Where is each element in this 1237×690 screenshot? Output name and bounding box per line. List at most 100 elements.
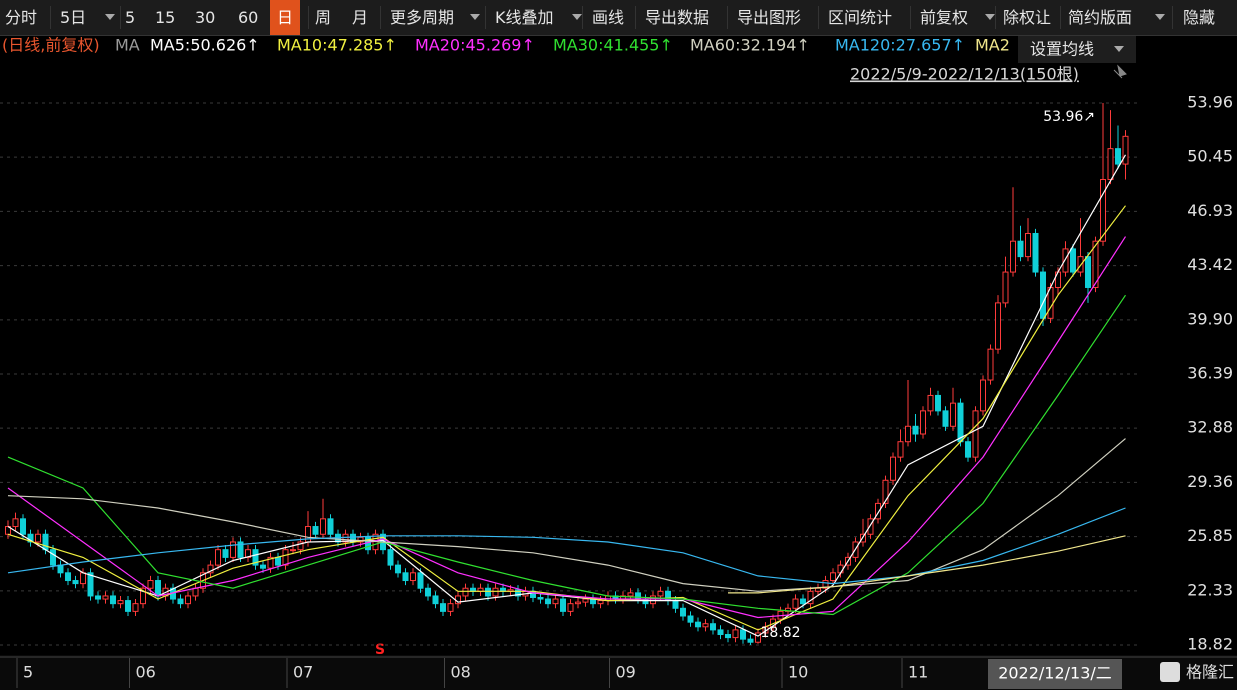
x-tick-label: 11 xyxy=(908,663,928,682)
candle-body xyxy=(980,379,986,412)
ma-line xyxy=(7,236,1127,619)
candle-body xyxy=(642,598,649,605)
candle-body xyxy=(447,603,454,612)
dropdown-arrow[interactable] xyxy=(572,14,582,20)
candle-body xyxy=(275,556,281,566)
toolbar-item[interactable]: K线叠加 xyxy=(495,8,554,27)
legend-entry: MA60:32.194↑ xyxy=(690,36,810,55)
toolbar-item[interactable]: 30 xyxy=(195,8,216,27)
candle-body xyxy=(935,394,941,412)
candle-body xyxy=(725,634,731,639)
legend-entry: MA2 xyxy=(975,36,1010,55)
candle-body xyxy=(50,549,56,566)
candle-body xyxy=(410,572,416,582)
candle-body xyxy=(155,580,161,597)
candle-body xyxy=(957,402,964,443)
candle-body xyxy=(320,518,326,535)
candle-body xyxy=(35,533,41,543)
toolbar-item[interactable]: 分时 xyxy=(5,8,38,27)
candle-body xyxy=(1032,232,1039,273)
toolbar-item[interactable]: 日 xyxy=(270,0,301,35)
toolbar: 分时 5日 5 15 30 60 日周 月 更多周期 K线叠加 画线 导出数据 导出图形 区间统计 前复权 除… xyxy=(0,0,1237,36)
candle-body xyxy=(567,603,574,612)
toolbar-item[interactable]: 画线 xyxy=(592,8,625,27)
pin-icon[interactable] xyxy=(1113,64,1127,79)
legend-entry: MA120:27.657↑ xyxy=(835,36,965,55)
candle-body xyxy=(792,598,799,609)
y-tick-label: 50.45 xyxy=(1187,147,1233,166)
y-tick-label: 53.96 xyxy=(1187,93,1233,112)
x-tick-label: 07 xyxy=(293,663,313,682)
candle-body xyxy=(27,533,34,543)
candle-body xyxy=(650,595,656,605)
toolbar-item[interactable]: 导出图形 xyxy=(737,8,802,27)
toolbar-item[interactable]: 周 xyxy=(315,8,332,27)
candle-body xyxy=(687,615,694,623)
candle-body xyxy=(515,589,521,597)
candle-body xyxy=(965,441,971,458)
candle-body xyxy=(72,580,79,585)
candle-body xyxy=(402,572,409,582)
signal-marker: S xyxy=(375,642,385,658)
ma-line xyxy=(7,438,1126,592)
toolbar-item[interactable]: 60 xyxy=(238,8,259,27)
candle-body xyxy=(1017,240,1024,258)
candle-body xyxy=(177,598,184,605)
toolbar-item[interactable]: 隐藏 xyxy=(1183,8,1216,27)
candle-body xyxy=(440,603,446,612)
candle-body xyxy=(102,595,109,600)
candle-body xyxy=(905,425,911,443)
candle-body xyxy=(890,456,896,481)
separator xyxy=(818,6,819,29)
ma-line xyxy=(7,294,1126,616)
ma-label: MA xyxy=(115,36,140,55)
toolbar-item[interactable]: 除权让 xyxy=(1003,8,1052,27)
candle-body xyxy=(582,598,589,603)
candle-body xyxy=(20,518,26,535)
candle-body xyxy=(1085,256,1091,288)
candle-body xyxy=(282,549,289,566)
candle-body xyxy=(837,564,844,574)
toolbar-item[interactable]: 月 xyxy=(352,8,369,27)
y-tick-label: 39.90 xyxy=(1187,309,1233,328)
extreme-label: 18.82 xyxy=(761,625,801,641)
candle-body xyxy=(230,541,236,558)
candle-body xyxy=(1122,135,1129,165)
separator xyxy=(485,6,486,29)
candle-body xyxy=(875,502,881,520)
candle-body xyxy=(192,587,199,597)
candle-body xyxy=(485,587,491,597)
candle-body xyxy=(290,549,296,552)
x-tick-label: 08 xyxy=(451,663,471,682)
toolbar-item[interactable]: 导出数据 xyxy=(645,8,710,27)
toolbar-item[interactable]: 15 xyxy=(155,8,176,27)
legend-entry: MA20:45.269↑ xyxy=(415,36,535,55)
dropdown-arrow[interactable] xyxy=(470,14,480,20)
candle-body xyxy=(1077,256,1084,273)
separator xyxy=(1172,6,1173,29)
candle-body xyxy=(740,629,746,640)
x-tick-label: 5 xyxy=(23,663,33,682)
candle-body xyxy=(732,629,739,639)
toolbar-item[interactable]: 前复权 xyxy=(920,8,969,27)
toolbar-item[interactable]: 5日 xyxy=(60,8,87,27)
toolbar-item[interactable]: 5 xyxy=(125,8,136,27)
settings-button-label[interactable]: 设置均线 xyxy=(1030,40,1094,59)
settings-button[interactable] xyxy=(1018,36,1136,63)
y-tick-label: 22.33 xyxy=(1187,580,1233,599)
toolbar-item[interactable]: 更多周期 xyxy=(390,8,455,27)
candle-body xyxy=(267,556,274,569)
dropdown-arrow[interactable] xyxy=(1155,14,1165,20)
dropdown-arrow[interactable] xyxy=(105,14,115,20)
candle-body xyxy=(830,572,836,582)
candle-body xyxy=(312,526,319,535)
candle-body xyxy=(1002,271,1009,304)
dropdown-arrow[interactable] xyxy=(985,14,995,20)
candle-body xyxy=(327,518,334,535)
x-tick-label: 10 xyxy=(788,663,808,682)
separator xyxy=(582,6,583,29)
candle-body xyxy=(222,549,229,558)
toolbar-item[interactable]: 简约版面 xyxy=(1068,8,1133,27)
toolbar-item[interactable]: 区间统计 xyxy=(828,8,893,27)
candle-body xyxy=(87,572,94,597)
